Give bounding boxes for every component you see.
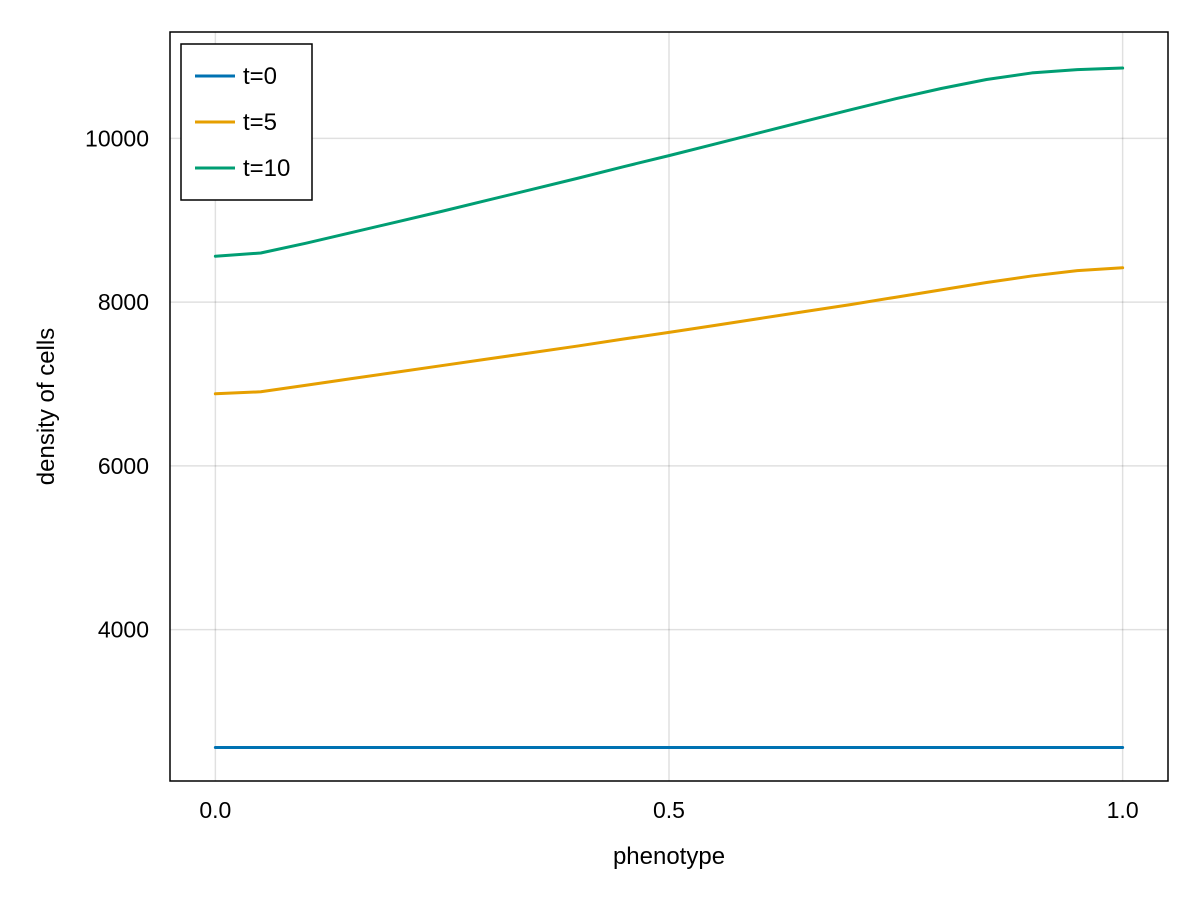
y-tick-label: 6000 <box>98 453 149 479</box>
x-tick-label: 0.0 <box>199 797 231 823</box>
axis-ticks: 0.0 0.5 1.0 4000 6000 8000 10000 <box>85 125 1139 823</box>
y-tick-label: 10000 <box>85 125 149 151</box>
y-tick-label: 4000 <box>98 617 149 643</box>
series-line-3 <box>213 66 1125 258</box>
x-tick-label: 0.5 <box>653 797 685 823</box>
legend: t=0 t=5 t=10 <box>180 43 313 201</box>
series-line-2 <box>213 266 1125 396</box>
x-axis-label: phenotype <box>613 843 725 870</box>
plot-frame <box>169 31 1169 782</box>
legend-label: t=0 <box>243 63 277 90</box>
legend-label: t=10 <box>243 155 290 182</box>
x-tick-label: 1.0 <box>1107 797 1139 823</box>
y-tick-label: 8000 <box>98 289 149 315</box>
legend-label: t=5 <box>243 109 277 136</box>
grid <box>170 32 1168 781</box>
series-lines <box>213 66 1125 749</box>
y-axis-label: density of cells <box>33 328 60 485</box>
